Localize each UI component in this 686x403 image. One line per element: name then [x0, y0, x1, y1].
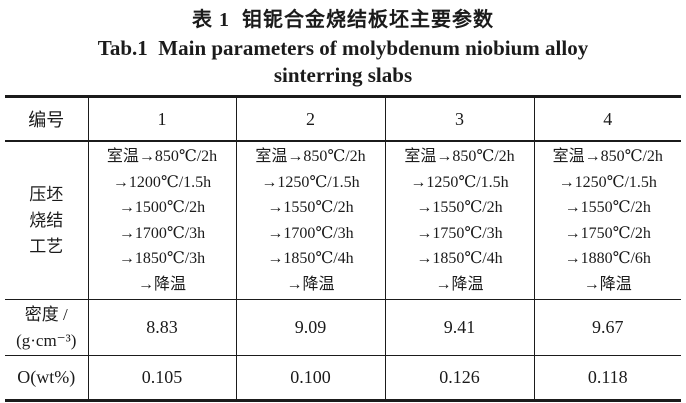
process-step: →1850℃/3h — [118, 250, 206, 267]
process-step: →1850℃/4h — [416, 250, 503, 267]
oxygen-row: O(wt%) 0.105 0.100 0.126 0.118 — [5, 355, 681, 401]
col-header-1: 1 — [87, 96, 236, 142]
process-step: →降温 — [583, 275, 632, 293]
process-row: 压坯 烧结 工艺 室温→850℃/2h →1200℃/1.5h →1500℃/2… — [5, 141, 681, 300]
process-step: 室温→850℃/2h — [106, 148, 218, 165]
oxygen-value-2: 0.100 — [235, 355, 385, 401]
col-header-3: 3 — [384, 96, 534, 142]
density-value-3: 9.41 — [384, 299, 534, 356]
table-caption: 表 1 钼铌合金烧结板坯主要参数 Tab.1 Main parameters o… — [0, 0, 686, 89]
process-cell-2: 室温→850℃/2h →1250℃/1.5h →1550℃/2h →1700℃/… — [235, 141, 385, 300]
process-step: →降温 — [137, 275, 186, 293]
process-step: →1750℃/2h — [564, 224, 651, 242]
process-step: →1250℃/1.5h — [558, 173, 657, 191]
density-value-4: 9.67 — [533, 299, 681, 356]
density-row: 密度 / (g·cm⁻³) 8.83 9.09 9.41 9.67 — [5, 299, 681, 356]
process-step: →1700℃/3h — [118, 224, 206, 242]
header-label: 编号 — [5, 96, 88, 142]
process-step: 室温→850℃/2h — [552, 148, 663, 165]
col-header-4: 4 — [533, 96, 681, 142]
header-row: 编号 1 2 3 4 — [5, 96, 681, 142]
process-label-line: 工艺 — [29, 236, 64, 256]
caption-english-line2: sinterring slabs — [273, 63, 413, 87]
process-step: →降温 — [435, 275, 484, 293]
process-row-label: 压坯 烧结 工艺 — [5, 141, 88, 300]
process-label-line: 烧结 — [29, 210, 64, 230]
process-step: →1250℃/1.5h — [261, 173, 360, 191]
oxygen-value-3: 0.126 — [384, 355, 534, 401]
density-value-1: 8.83 — [87, 299, 236, 356]
process-step: →1500℃/2h — [118, 199, 206, 216]
process-step: 室温→850℃/2h — [255, 148, 366, 165]
process-cell-4: 室温→850℃/2h →1250℃/1.5h →1550℃/2h →1750℃/… — [533, 141, 681, 300]
process-step: 室温→850℃/2h — [404, 148, 515, 165]
oxygen-row-label: O(wt%) — [17, 367, 76, 387]
process-step: →1880℃/6h — [564, 250, 651, 267]
caption-english-line1: Tab.1 Main parameters of molybdenum niob… — [97, 36, 589, 60]
process-step: →1850℃/4h — [267, 250, 354, 267]
oxygen-value-4: 0.118 — [533, 355, 681, 401]
density-value-2: 9.09 — [235, 299, 385, 356]
process-step: →降温 — [286, 275, 335, 293]
col-header-2: 2 — [235, 96, 385, 142]
process-step: →1550℃/2h — [564, 199, 651, 216]
process-label-line: 压坯 — [29, 184, 64, 204]
oxygen-value-1: 0.105 — [87, 355, 236, 401]
parameters-table: 编号 1 2 3 4 压坯 烧结 工艺 室温→850℃/2h →1200℃/1.… — [5, 95, 681, 402]
process-step: →1750℃/3h — [416, 224, 503, 242]
process-step: →1550℃/2h — [416, 199, 503, 216]
density-row-label: 密度 / (g·cm⁻³) — [5, 299, 88, 356]
process-step: →1200℃/1.5h — [112, 173, 212, 191]
caption-chinese: 表 1 钼铌合金烧结板坯主要参数 — [192, 9, 494, 31]
process-step: →1550℃/2h — [267, 199, 354, 216]
process-cell-3: 室温→850℃/2h →1250℃/1.5h →1550℃/2h →1750℃/… — [384, 141, 534, 300]
process-step: →1250℃/1.5h — [410, 173, 509, 191]
process-cell-1: 室温→850℃/2h →1200℃/1.5h →1500℃/2h →1700℃/… — [87, 141, 236, 300]
density-label-line: (g·cm⁻³) — [16, 330, 77, 350]
process-step: →1700℃/3h — [267, 224, 354, 242]
density-label-line: 密度 / — [24, 304, 68, 324]
